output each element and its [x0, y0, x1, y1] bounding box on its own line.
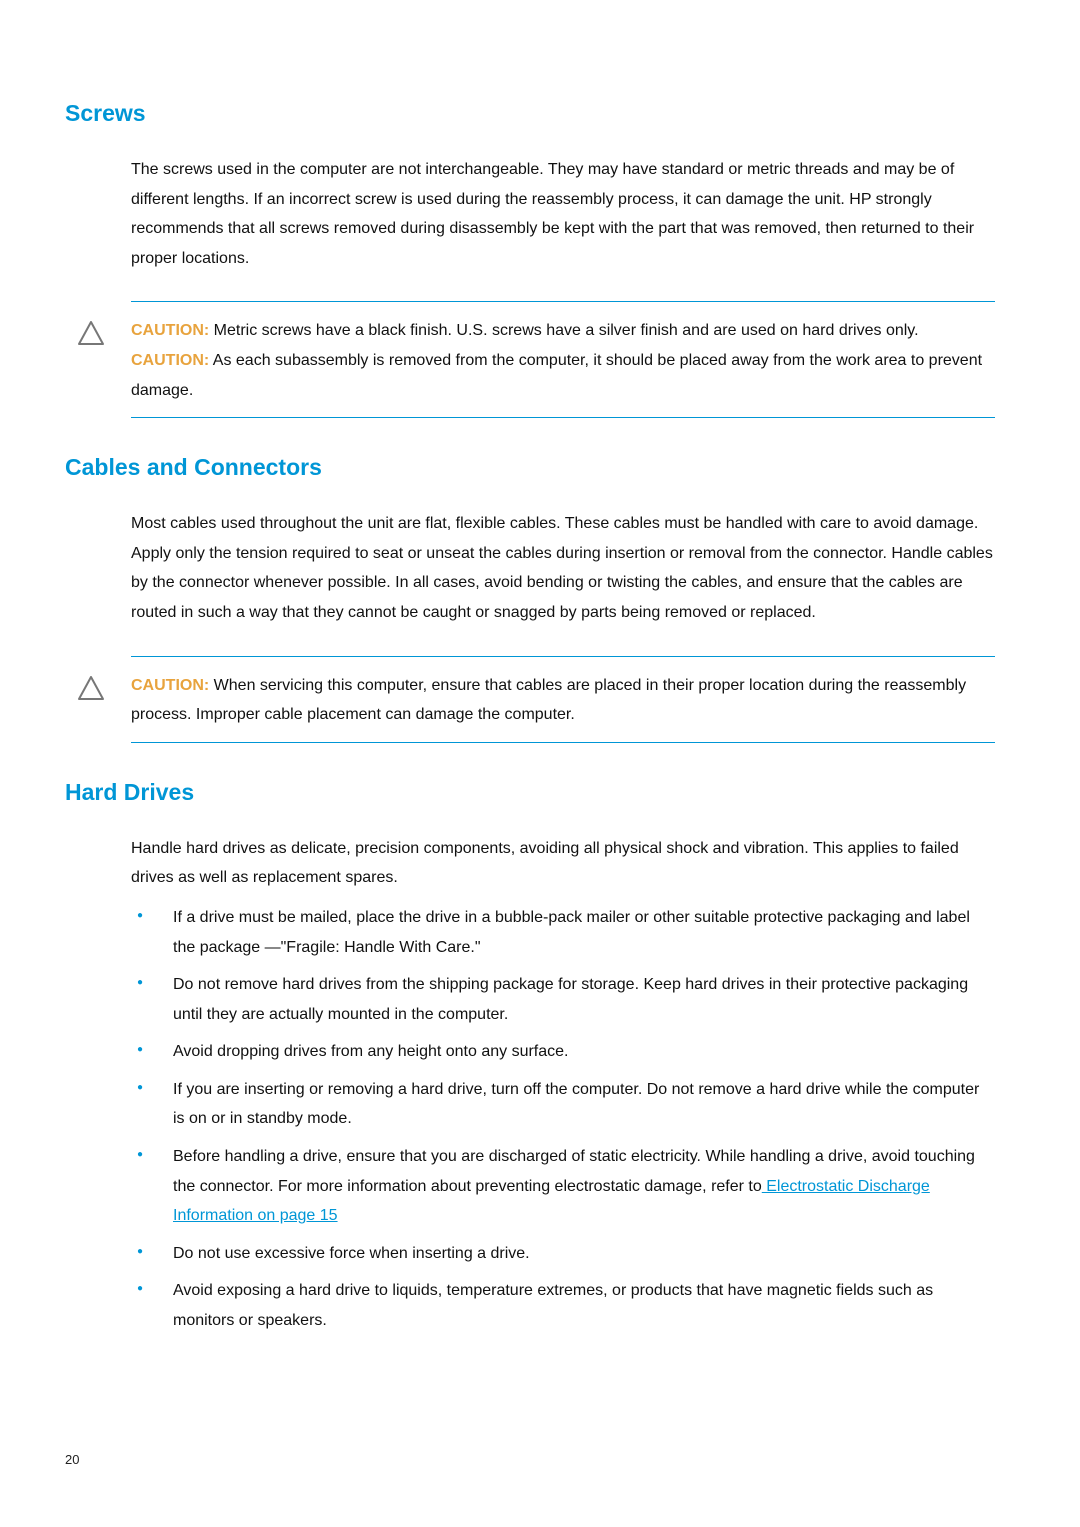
caution-line: CAUTION: As each subassembly is removed … — [131, 346, 995, 405]
body-cables: Most cables used throughout the unit are… — [131, 509, 995, 627]
para-screws: The screws used in the computer are not … — [131, 155, 995, 273]
caution-label: CAUTION: — [131, 677, 209, 694]
page-number: 20 — [65, 1452, 79, 1467]
heading-screws: Screws — [65, 100, 1015, 127]
heading-cables: Cables and Connectors — [65, 454, 1015, 481]
list-item: If you are inserting or removing a hard … — [131, 1075, 995, 1134]
list-item: Do not use excessive force when insertin… — [131, 1239, 995, 1269]
caution-triangle-icon — [77, 320, 105, 351]
list-item: Avoid exposing a hard drive to liquids, … — [131, 1276, 995, 1335]
bullet-text: Avoid dropping drives from any height on… — [173, 1043, 569, 1060]
bullet-text: Do not remove hard drives from the shipp… — [173, 976, 968, 1023]
body-harddrives: Handle hard drives as delicate, precisio… — [131, 834, 995, 893]
list-item: If a drive must be mailed, place the dri… — [131, 903, 995, 962]
bullet-text: Do not use excessive force when insertin… — [173, 1245, 530, 1262]
body-screws: The screws used in the computer are not … — [131, 155, 995, 273]
caution-box-screws: CAUTION: Metric screws have a black fini… — [131, 301, 995, 418]
section-harddrives: Hard Drives Handle hard drives as delica… — [65, 779, 1015, 1336]
caution-triangle-icon — [77, 675, 105, 706]
para-cables: Most cables used throughout the unit are… — [131, 509, 995, 627]
caution-line: CAUTION: Metric screws have a black fini… — [131, 316, 995, 346]
caution-text: When servicing this computer, ensure tha… — [131, 677, 966, 724]
bullet-text: If you are inserting or removing a hard … — [173, 1081, 979, 1128]
section-cables: Cables and Connectors Most cables used t… — [65, 454, 1015, 743]
section-screws: Screws The screws used in the computer a… — [65, 100, 1015, 418]
list-item: Before handling a drive, ensure that you… — [131, 1142, 995, 1231]
bullets-harddrives: If a drive must be mailed, place the dri… — [131, 903, 995, 1336]
heading-harddrives: Hard Drives — [65, 779, 1015, 806]
caution-text: Metric screws have a black finish. U.S. … — [209, 322, 918, 339]
caution-label: CAUTION: — [131, 322, 209, 339]
caution-box-cables: CAUTION: When servicing this computer, e… — [131, 656, 995, 743]
caution-label: CAUTION: — [131, 352, 209, 369]
caution-text: As each subassembly is removed from the … — [131, 352, 982, 399]
bullet-text: If a drive must be mailed, place the dri… — [173, 909, 970, 956]
para-harddrives: Handle hard drives as delicate, precisio… — [131, 834, 995, 893]
bullet-text: Avoid exposing a hard drive to liquids, … — [173, 1282, 933, 1329]
list-item: Do not remove hard drives from the shipp… — [131, 970, 995, 1029]
list-item: Avoid dropping drives from any height on… — [131, 1037, 995, 1067]
caution-line: CAUTION: When servicing this computer, e… — [131, 671, 995, 730]
